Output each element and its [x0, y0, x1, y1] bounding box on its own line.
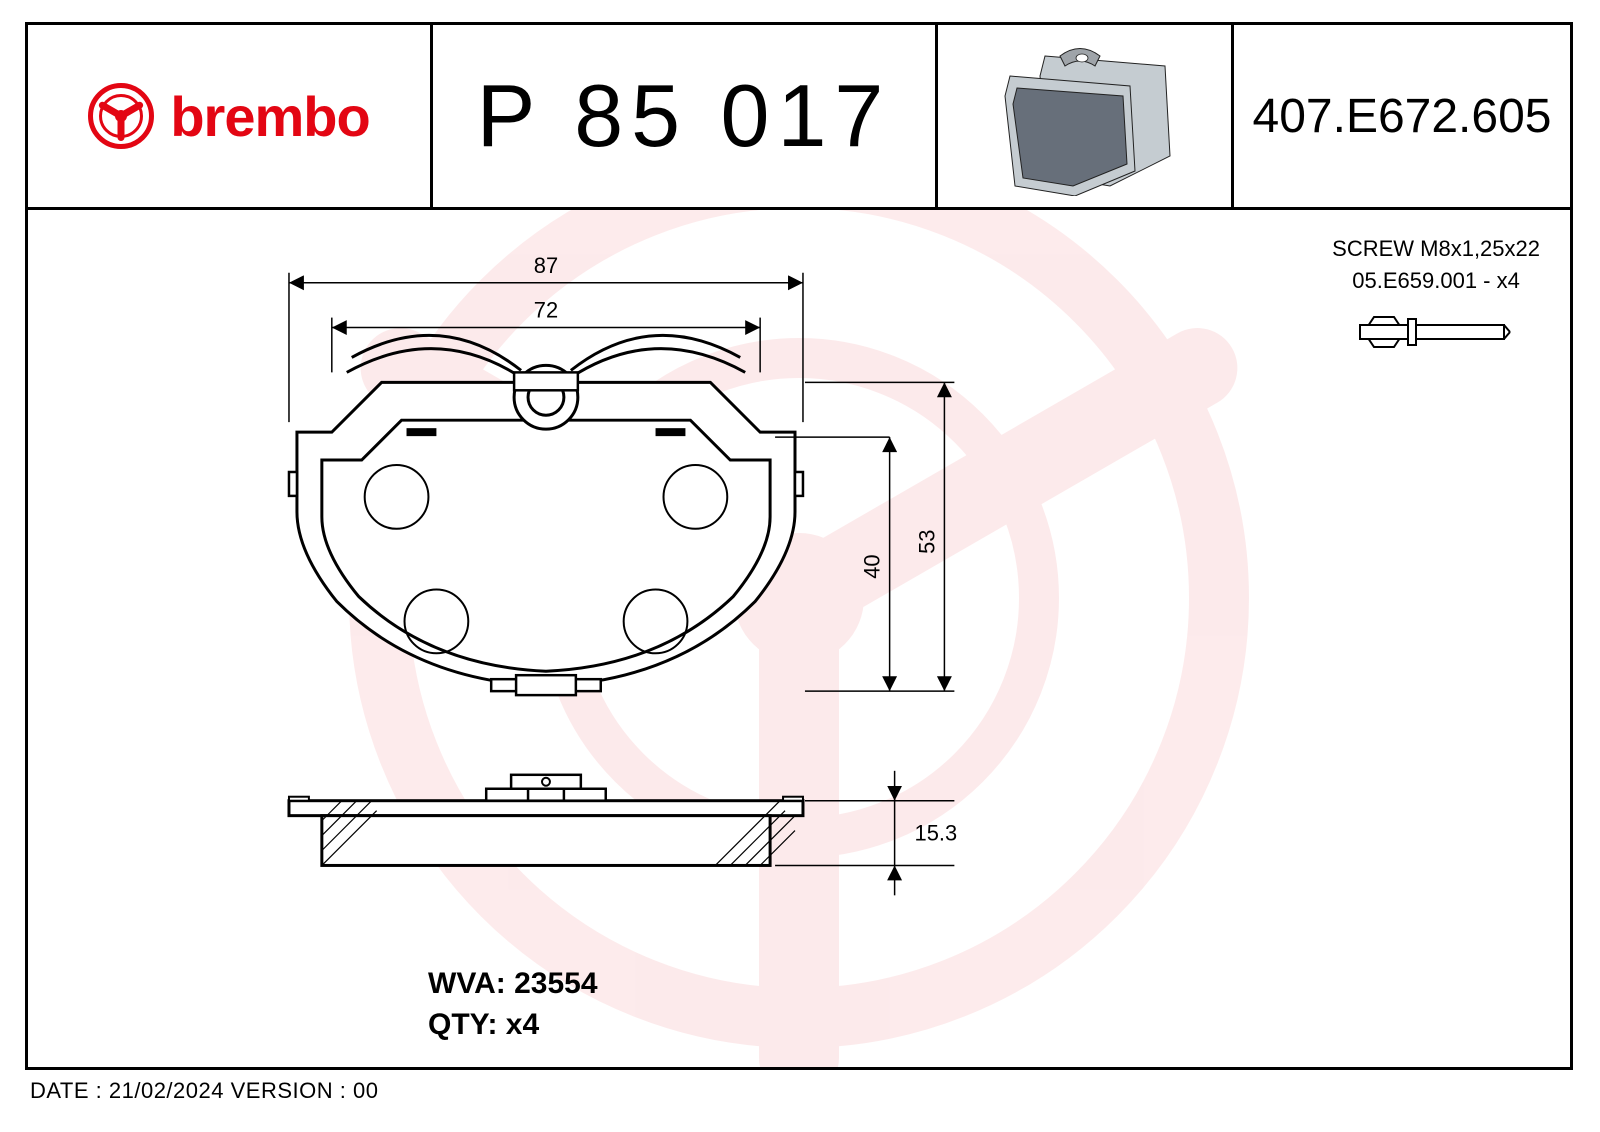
dim-width-outer: 87: [534, 253, 558, 278]
front-view: 87 72 53 40: [289, 253, 954, 695]
part-number-cell: P 85 017: [433, 25, 938, 207]
drawing-sheet: brembo P 85 017 407.E672.605: [25, 22, 1573, 1070]
side-view: 15.3: [289, 771, 957, 896]
drawing-code: 407.E672.605: [1253, 89, 1552, 144]
render-cell: [938, 25, 1234, 207]
wva-value: 23554: [514, 967, 597, 1000]
qty-label: QTY:: [428, 1008, 497, 1041]
dim-thickness: 15.3: [915, 821, 958, 846]
title-block: brembo P 85 017 407.E672.605: [28, 25, 1570, 210]
brand-name: brembo: [170, 84, 369, 149]
dim-height-inner: 40: [860, 554, 885, 578]
meta-block: WVA: 23554 QTY: x4: [428, 964, 598, 1045]
part-number: P 85 017: [477, 65, 892, 167]
product-render: [965, 36, 1205, 196]
brembo-icon: [88, 83, 154, 149]
qty-value: x4: [506, 1008, 539, 1041]
wva-label: WVA:: [428, 967, 506, 1000]
drawing-body: SCREW M8x1,25x22 05.E659.001 - x4: [28, 213, 1570, 1067]
footer-text: DATE : 21/02/2024 VERSION : 00: [30, 1078, 378, 1104]
dim-width-inner: 72: [534, 298, 558, 323]
drawing-code-cell: 407.E672.605: [1234, 25, 1570, 207]
logo-cell: brembo: [28, 25, 433, 207]
technical-drawing: 87 72 53 40: [28, 213, 1570, 1070]
dim-height-outer: 53: [914, 530, 939, 554]
